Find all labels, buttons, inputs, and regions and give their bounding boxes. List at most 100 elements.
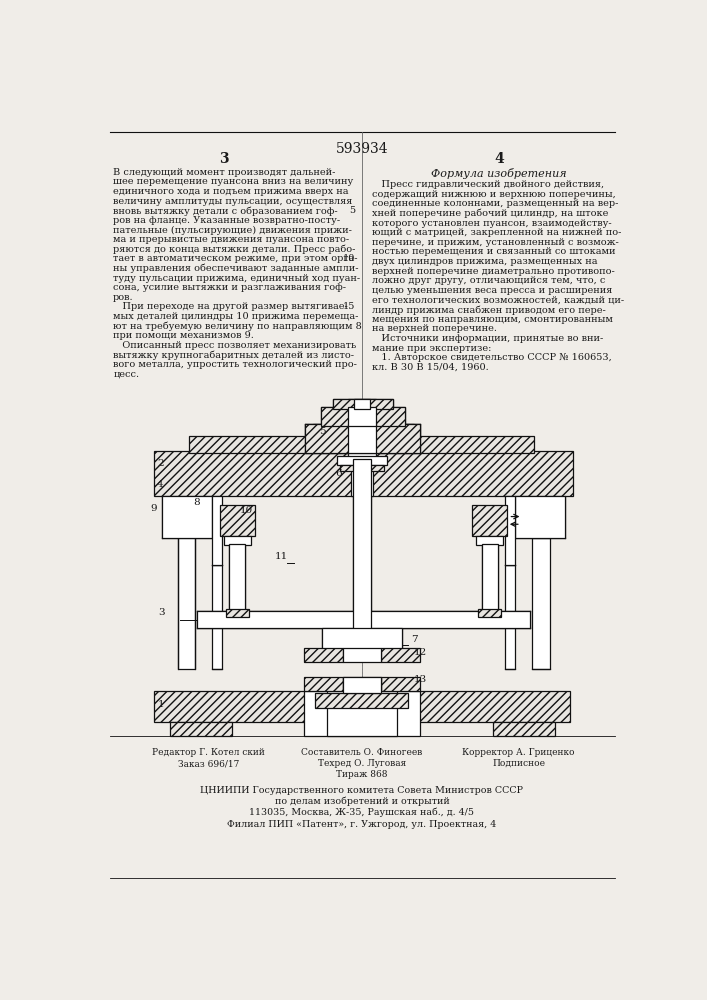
- Text: кл. В 30 В 15/04, 1960.: кл. В 30 В 15/04, 1960.: [372, 363, 489, 372]
- Bar: [304, 648, 343, 662]
- Bar: [327, 691, 397, 736]
- Text: ряются до конца вытяжки детали. Пресс рабо-: ряются до конца вытяжки детали. Пресс ра…: [113, 245, 356, 254]
- Text: ющий с матрицей, закрепленной на нижней по-: ющий с матрицей, закрепленной на нижней …: [372, 228, 621, 237]
- Text: 6: 6: [335, 469, 341, 478]
- Bar: [304, 691, 420, 736]
- Text: целью уменьшения веса пресса и расширения: целью уменьшения веса пресса и расширени…: [372, 286, 612, 295]
- Text: 8: 8: [193, 498, 199, 507]
- Bar: [493, 722, 555, 736]
- Text: вновь вытяжку детали с образованием гоф-: вновь вытяжку детали с образованием гоф-: [113, 206, 338, 216]
- Bar: [212, 496, 222, 565]
- Text: ностью перемещения и связанный со штоками: ностью перемещения и связанный со штокам…: [372, 247, 616, 256]
- Text: 12: 12: [414, 648, 427, 657]
- Text: туду пульсации прижима, единичный ход пуан-: туду пульсации прижима, единичный ход пу…: [113, 274, 361, 283]
- Bar: [472, 505, 507, 536]
- Text: перечине, и прижим, установленный с возмож-: перечине, и прижим, установленный с возм…: [372, 238, 619, 247]
- Text: ров.: ров.: [113, 293, 134, 302]
- Bar: [170, 722, 232, 736]
- Text: верхней поперечине диаметрально противопо-: верхней поперечине диаметрально противоп…: [372, 267, 615, 276]
- Bar: [220, 505, 255, 536]
- Text: тает в автоматическом режиме, при этом орга-: тает в автоматическом режиме, при этом о…: [113, 254, 358, 263]
- Bar: [343, 677, 381, 693]
- Text: ЦНИИПИ Государственного комитета Совета Министров СССР: ЦНИИПИ Государственного комитета Совета …: [201, 786, 523, 795]
- Text: 593934: 593934: [336, 142, 388, 156]
- Text: которого установлен пуансон, взаимодейству-: которого установлен пуансон, взаимодейст…: [372, 219, 612, 228]
- Text: Подписное: Подписное: [492, 759, 545, 768]
- Bar: [354, 399, 370, 409]
- Bar: [478, 609, 501, 617]
- Bar: [321, 407, 404, 426]
- Bar: [332, 399, 393, 409]
- Text: мых деталей цилиндры 10 прижима перемеща-: мых деталей цилиндры 10 прижима перемеща…: [113, 312, 358, 321]
- Text: Заказ 696/17: Заказ 696/17: [178, 759, 239, 768]
- Text: его технологических возможностей, каждый ци-: его технологических возможностей, каждый…: [372, 296, 624, 305]
- Bar: [197, 611, 530, 628]
- Bar: [177, 538, 194, 669]
- Bar: [337, 456, 387, 465]
- Bar: [332, 399, 393, 409]
- Text: содержащий нижнюю и верхнюю поперечины,: содержащий нижнюю и верхнюю поперечины,: [372, 190, 616, 199]
- Text: Тираж 868: Тираж 868: [337, 770, 387, 779]
- Text: шее перемещение пуансона вниз на величину: шее перемещение пуансона вниз на величин…: [113, 177, 354, 186]
- Text: 5: 5: [349, 206, 355, 215]
- Text: При переходе на другой размер вытягивае-: При переходе на другой размер вытягивае-: [113, 302, 348, 311]
- Text: сона, усилие вытяжки и разглаживания гоф-: сона, усилие вытяжки и разглаживания гоф…: [113, 283, 346, 292]
- Text: Корректор А. Гриценко: Корректор А. Гриценко: [462, 748, 575, 757]
- Text: Техред О. Луговая: Техред О. Луговая: [318, 759, 406, 768]
- Text: хней поперечине рабочий цилиндр, на штоке: хней поперечине рабочий цилиндр, на шток…: [372, 209, 609, 218]
- Text: 3: 3: [219, 152, 229, 166]
- Bar: [506, 496, 515, 565]
- Bar: [482, 544, 498, 613]
- Text: при помощи механизмов 9.: при помощи механизмов 9.: [113, 331, 254, 340]
- Bar: [343, 648, 381, 662]
- Bar: [353, 451, 371, 496]
- Text: 13: 13: [414, 675, 427, 684]
- Text: соединенные колоннами, размещенный на вер-: соединенные колоннами, размещенный на ве…: [372, 199, 619, 208]
- Bar: [321, 407, 404, 426]
- Text: вого металла, упростить технологический про-: вого металла, упростить технологический …: [113, 360, 357, 369]
- Text: 5: 5: [320, 427, 326, 436]
- Text: Редактор Г. Котел ский: Редактор Г. Котел ский: [152, 748, 265, 757]
- Bar: [305, 424, 420, 453]
- Bar: [230, 544, 245, 613]
- Text: 10: 10: [240, 506, 254, 515]
- Text: ма и прерывистые движения пуансона повто-: ма и прерывистые движения пуансона повто…: [113, 235, 349, 244]
- Text: ны управления обеспечивают заданные ампли-: ны управления обеспечивают заданные ампл…: [113, 264, 358, 273]
- Text: Источники информации, принятые во вни-: Источники информации, принятые во вни-: [372, 334, 603, 343]
- Text: 7: 7: [411, 635, 418, 644]
- Text: на верхней поперечине.: на верхней поперечине.: [372, 324, 497, 333]
- Text: мещения по направляющим, смонтированным: мещения по направляющим, смонтированным: [372, 315, 613, 324]
- Text: ров на фланце. Указанные возвратно-посту-: ров на фланце. Указанные возвратно-посту…: [113, 216, 340, 225]
- Text: 11: 11: [274, 552, 288, 561]
- Bar: [154, 691, 571, 722]
- Bar: [315, 693, 409, 708]
- Bar: [305, 424, 420, 453]
- Text: мание при экспертизе:: мание при экспертизе:: [372, 344, 491, 353]
- Text: Пресс гидравлический двойного действия,: Пресс гидравлический двойного действия,: [372, 180, 604, 189]
- Text: Филиал ПИП «Патент», г. Ужгород, ул. Проектная, 4: Филиал ПИП «Патент», г. Ужгород, ул. Про…: [228, 820, 496, 829]
- Text: единичного хода и подъем прижима вверх на: единичного хода и подъем прижима вверх н…: [113, 187, 349, 196]
- Text: В следующий момент производят дальней-: В следующий момент производят дальней-: [113, 168, 336, 177]
- Bar: [506, 565, 515, 669]
- Bar: [348, 424, 376, 453]
- Text: 1: 1: [158, 700, 165, 709]
- Text: 4: 4: [494, 152, 504, 166]
- Bar: [304, 677, 343, 691]
- Bar: [353, 459, 371, 636]
- Bar: [154, 451, 573, 496]
- Text: Описанный пресс позволяет механизировать: Описанный пресс позволяет механизировать: [113, 341, 356, 350]
- Bar: [515, 496, 565, 538]
- Bar: [381, 648, 420, 662]
- Text: Составитель О. Финогеев: Составитель О. Финогеев: [301, 748, 423, 757]
- Text: 1. Авторское свидетельство СССР № 160653,: 1. Авторское свидетельство СССР № 160653…: [372, 353, 612, 362]
- Bar: [351, 451, 373, 496]
- Text: пательные (пульсирующие) движения прижи-: пательные (пульсирующие) движения прижи-: [113, 225, 352, 235]
- Text: ют на требуемую величину по направляющим 8: ют на требуемую величину по направляющим…: [113, 322, 362, 331]
- Bar: [189, 436, 534, 453]
- Bar: [226, 609, 249, 617]
- Text: 15: 15: [343, 302, 355, 311]
- Text: 113035, Москва, Ж-35, Раушская наб., д. 4/5: 113035, Москва, Ж-35, Раушская наб., д. …: [250, 808, 474, 817]
- Bar: [313, 424, 414, 451]
- Text: 4: 4: [156, 480, 163, 489]
- Bar: [348, 407, 376, 426]
